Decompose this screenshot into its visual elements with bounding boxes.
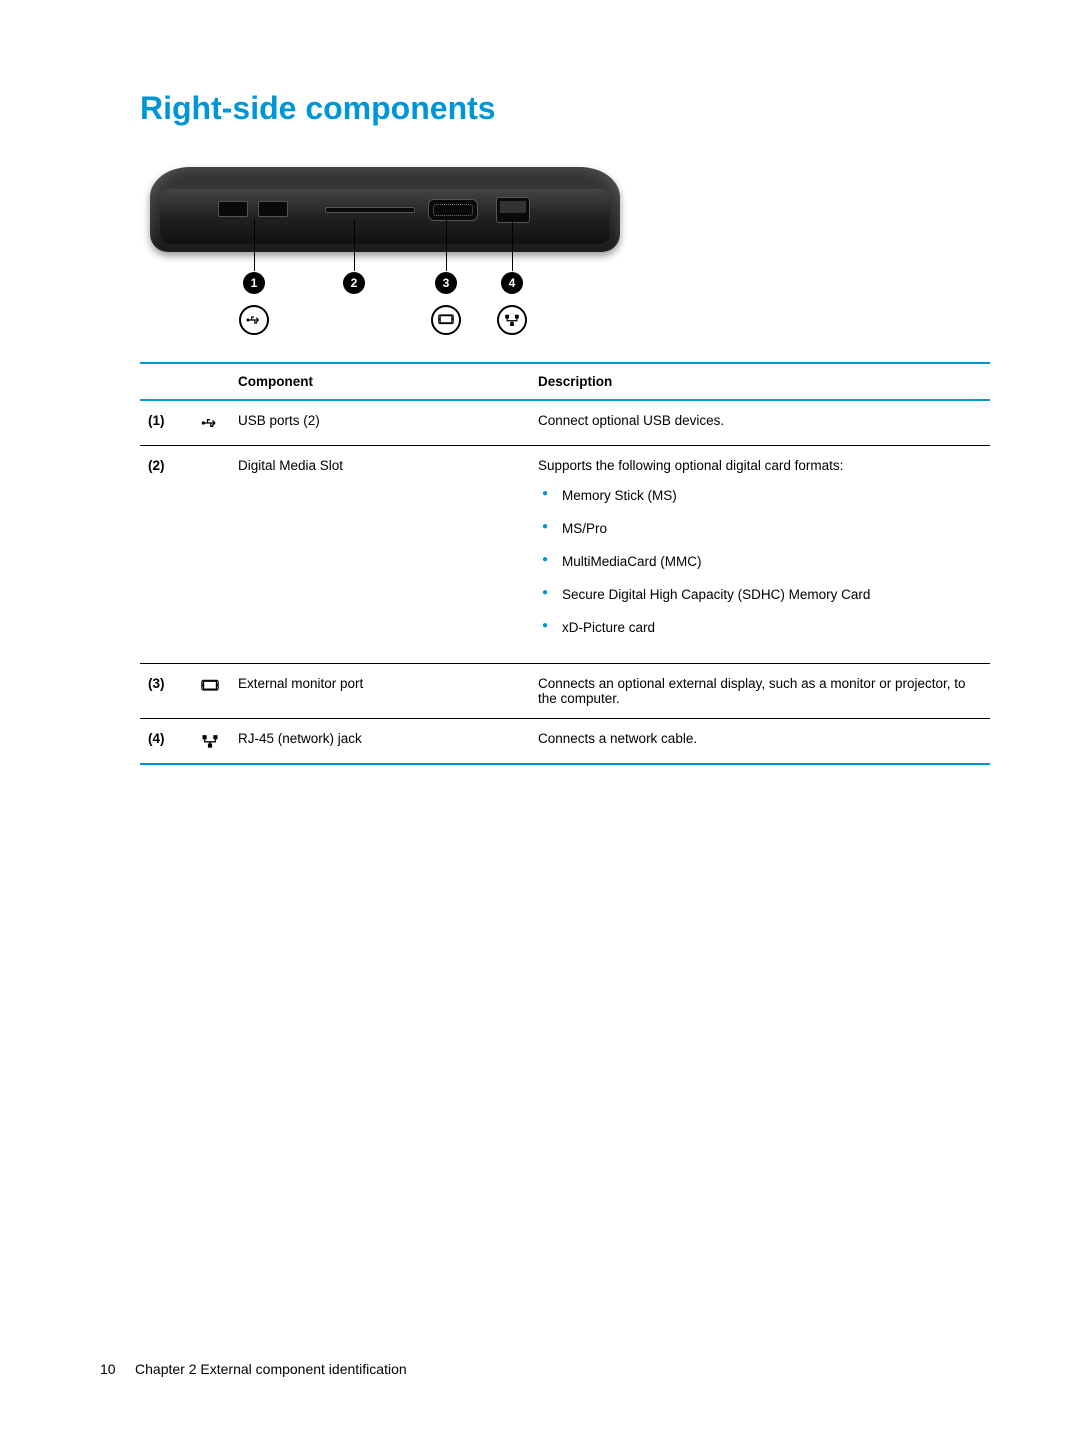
- laptop-side-illustration: 1 2 3 4: [150, 157, 630, 352]
- page-heading: Right-side components: [140, 90, 990, 127]
- table-row: (3) External monitor port Connects an opti…: [140, 664, 990, 719]
- list-item: xD-Picture card: [538, 619, 982, 638]
- row-description: Connects a network cable.: [530, 719, 990, 765]
- table-header-component: Component: [230, 363, 530, 400]
- port-media-slot: [325, 207, 415, 213]
- table-header-row: Component Description: [140, 363, 990, 400]
- row-icon-cell: [190, 446, 230, 664]
- usb-icon: [200, 413, 220, 433]
- callout-line: [254, 219, 255, 271]
- list-item: MS/Pro: [538, 520, 982, 539]
- page-footer: 10 Chapter 2 External component identifi…: [100, 1361, 407, 1377]
- components-table: Component Description (1)USB ports (2)Co…: [140, 362, 990, 765]
- table-header-description: Description: [530, 363, 990, 400]
- row-description: Supports the following optional digital …: [530, 446, 990, 664]
- row-description: Connects an optional external display, s…: [530, 664, 990, 719]
- list-item: Secure Digital High Capacity (SDHC) Memo…: [538, 586, 982, 605]
- row-icon-cell: [190, 400, 230, 446]
- network-icon: [200, 731, 220, 751]
- list-item: MultiMediaCard (MMC): [538, 553, 982, 572]
- row-number: (1): [140, 400, 190, 446]
- callout-number: 2: [343, 272, 365, 294]
- table-row: (1) USB ports (2) Connect optional USB dev…: [140, 400, 990, 446]
- callout-monitor-icon: [431, 305, 461, 335]
- row-description-text: Connects an optional external display, s…: [538, 676, 982, 706]
- row-component: External monitor port: [230, 664, 530, 719]
- row-icon-cell: [190, 664, 230, 719]
- row-description-text: Supports the following optional digital …: [538, 458, 982, 473]
- row-description: Connect optional USB devices.: [530, 400, 990, 446]
- callout-usb-icon: [239, 305, 269, 335]
- list-item: Memory Stick (MS): [538, 487, 982, 506]
- monitor-icon: [200, 676, 220, 696]
- row-component: Digital Media Slot: [230, 446, 530, 664]
- callout-number: 3: [435, 272, 457, 294]
- callout-line: [512, 219, 513, 271]
- network-icon: [503, 311, 521, 329]
- page-number: 10: [100, 1361, 116, 1377]
- usb-icon: [245, 311, 263, 329]
- callout-number: 4: [501, 272, 523, 294]
- row-icon-cell: [190, 719, 230, 765]
- row-number: (4): [140, 719, 190, 765]
- callout-network-icon: [497, 305, 527, 335]
- port-vga: [428, 199, 478, 221]
- row-description-text: Connects a network cable.: [538, 731, 982, 746]
- table-row: (4) RJ-45 (network) jack Connects a networ…: [140, 719, 990, 765]
- table-header-blank2: [190, 363, 230, 400]
- row-description-text: Connect optional USB devices.: [538, 413, 982, 428]
- row-number: (3): [140, 664, 190, 719]
- row-bullet-list: Memory Stick (MS) MS/Pro MultiMediaCard (M…: [538, 487, 982, 637]
- port-usb-2: [258, 201, 288, 217]
- table-row: (2) Digital Media Slot Supports the follow…: [140, 446, 990, 664]
- callout-number: 1: [243, 272, 265, 294]
- port-usb-1: [218, 201, 248, 217]
- callout-line: [446, 219, 447, 271]
- row-number: (2): [140, 446, 190, 664]
- chapter-title: Chapter 2 External component identificat…: [135, 1361, 407, 1377]
- monitor-icon: [437, 311, 455, 329]
- row-component: RJ-45 (network) jack: [230, 719, 530, 765]
- port-rj45: [496, 197, 530, 223]
- row-component: USB ports (2): [230, 400, 530, 446]
- callout-line: [354, 219, 355, 271]
- table-header-blank1: [140, 363, 190, 400]
